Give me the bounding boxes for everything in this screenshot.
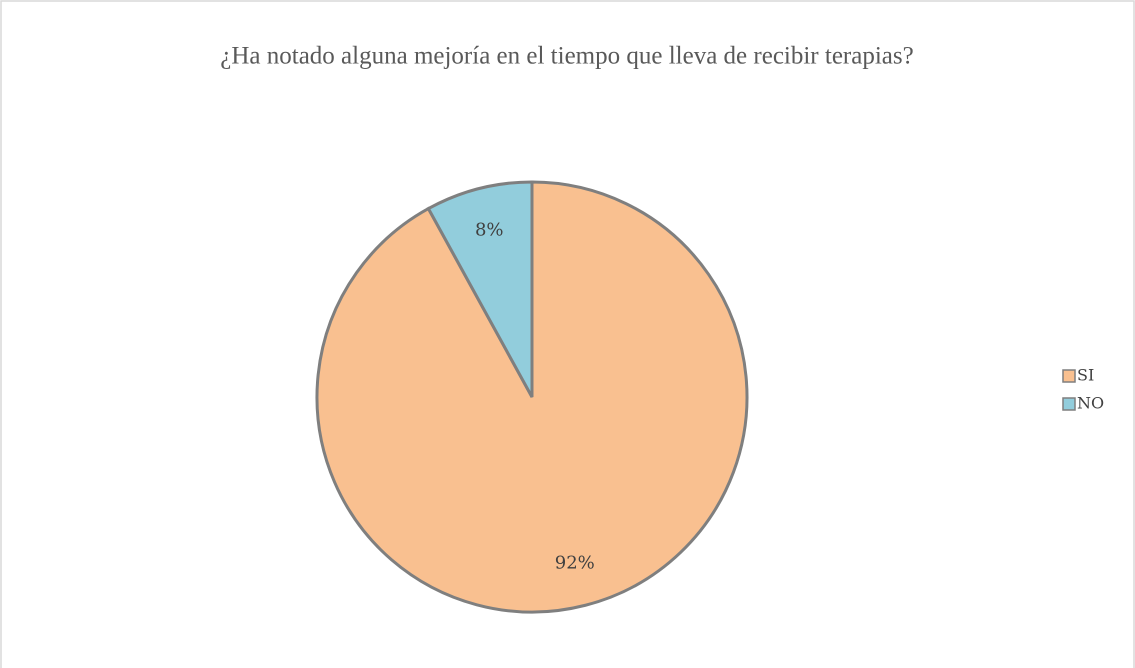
- pie-slice: [315, 180, 749, 614]
- legend-swatch: [1062, 397, 1076, 411]
- legend-label: SI: [1077, 366, 1094, 385]
- data-label: 92%: [555, 553, 595, 574]
- data-label: 8%: [475, 219, 504, 240]
- legend-swatch: [1062, 369, 1076, 383]
- legend-label: NO: [1077, 394, 1104, 413]
- pie-slice: [426, 180, 534, 398]
- chart-title: ¿Ha notado alguna mejoría en el tiempo q…: [220, 43, 913, 70]
